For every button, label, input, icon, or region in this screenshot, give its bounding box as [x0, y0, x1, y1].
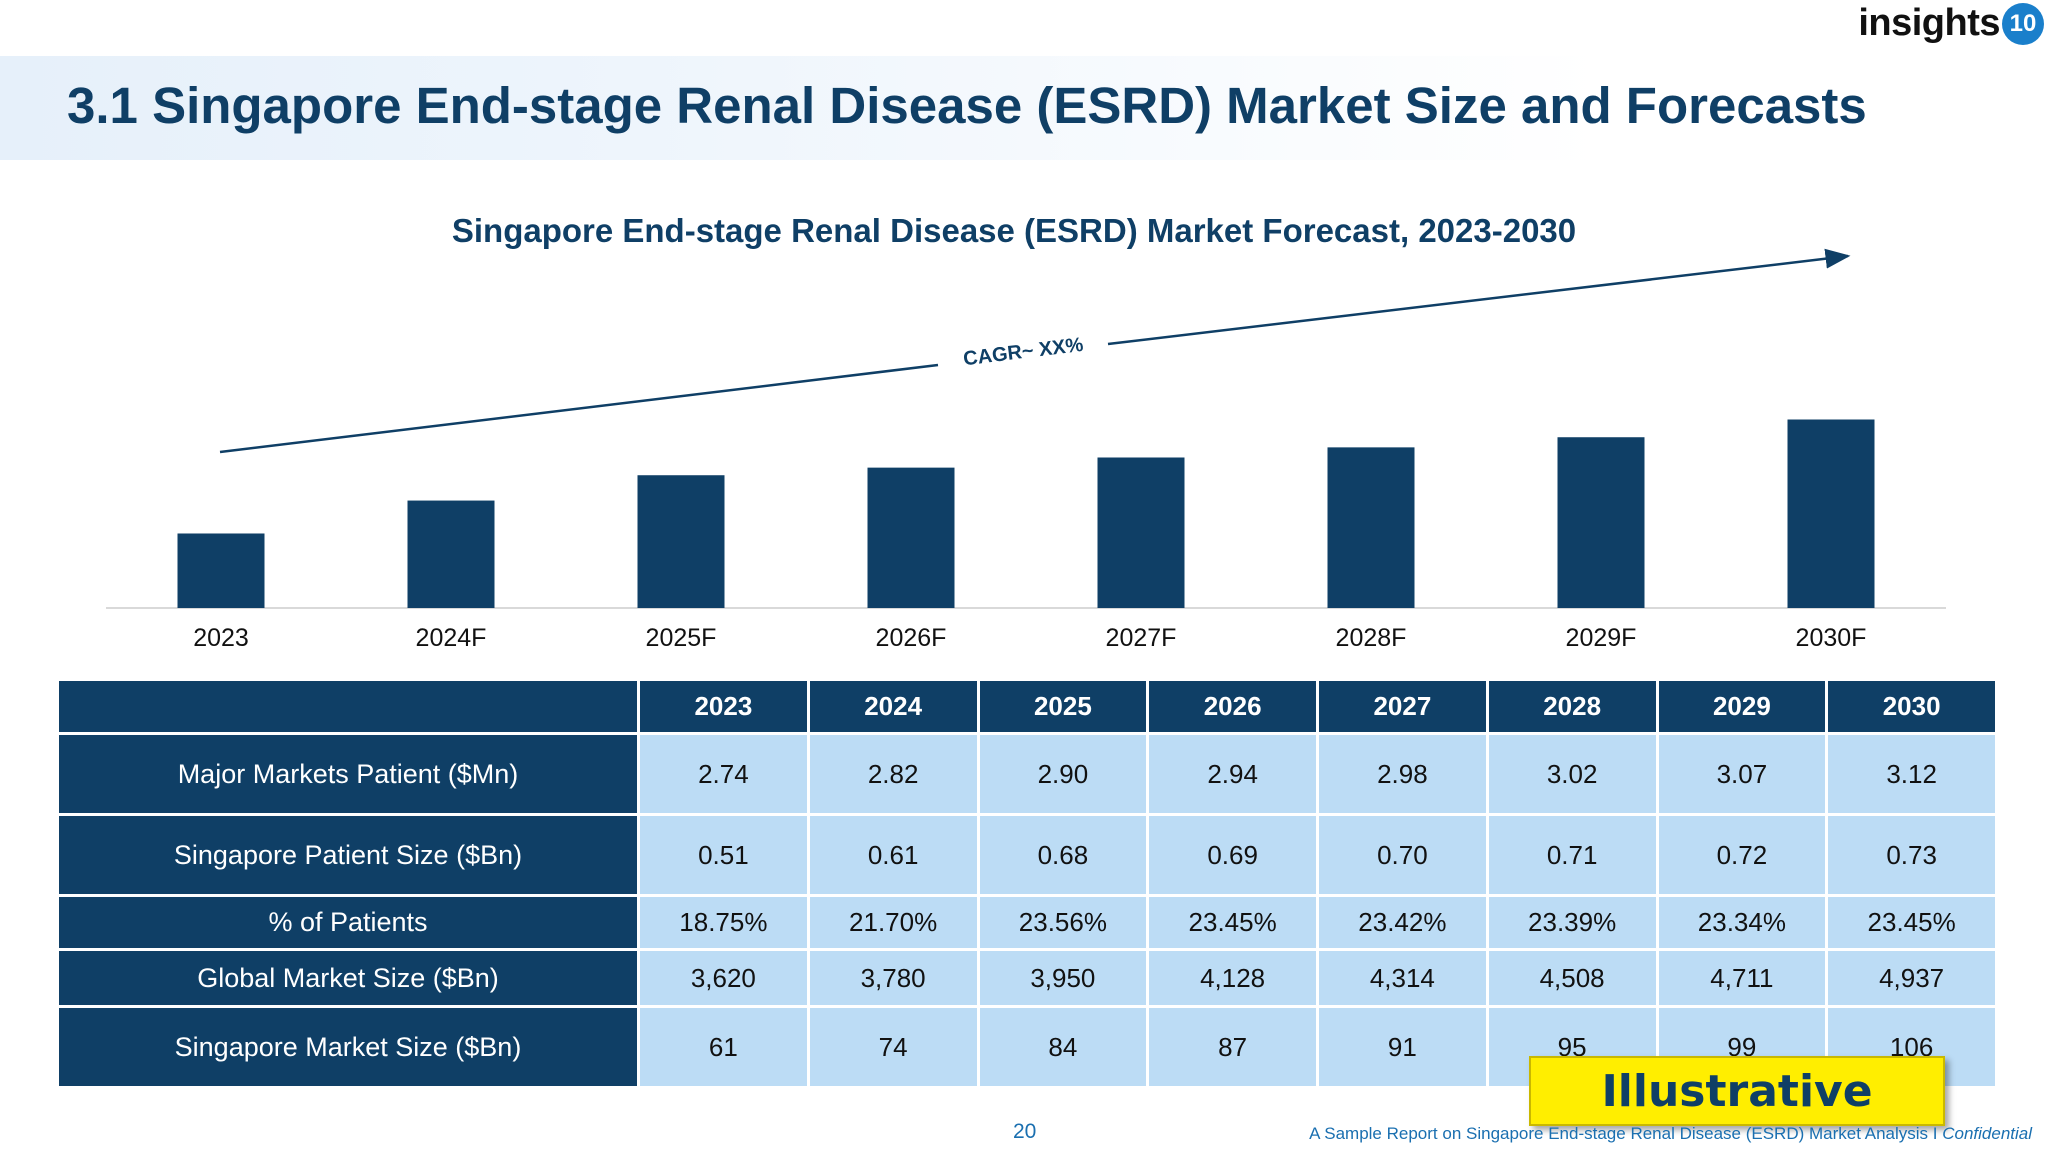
table-row-label: Singapore Patient Size ($Bn)	[59, 816, 637, 894]
table-cell: 21.70%	[809, 897, 977, 948]
table-cell: 23.39%	[1488, 897, 1656, 948]
market-data-table: 2023 2024 2025 2026 2027 2028 2029 2030 …	[56, 678, 1998, 1089]
table-cell: 61	[640, 1008, 807, 1086]
bar-2023	[177, 533, 265, 608]
table-cell: 87	[1149, 1008, 1316, 1086]
cagr-trend-arrow	[1107, 248, 1851, 346]
table-row-label: % of Patients	[59, 897, 637, 948]
table-cell: 84	[979, 1008, 1147, 1086]
table-cell: 3,780	[809, 951, 977, 1005]
table-column-header: 2023	[640, 681, 807, 732]
table-cell: 23.45%	[1828, 897, 1995, 948]
table-row: % of Patients 18.75% 21.70% 23.56% 23.45% 23.…	[59, 897, 1995, 948]
table-column-header: 2027	[1319, 681, 1486, 732]
table-cell: 4,314	[1319, 951, 1486, 1005]
page-title: 3.1 Singapore End-stage Renal Disease (E…	[67, 77, 1867, 134]
table-cell: 0.71	[1488, 816, 1656, 894]
table-cell: 2.94	[1149, 735, 1316, 813]
table-cell: 0.69	[1149, 816, 1316, 894]
table-cell: 23.42%	[1319, 897, 1486, 948]
table-cell: 0.72	[1658, 816, 1826, 894]
table-row: Global Market Size ($Bn) 3,620 3,780 3,950 4…	[59, 951, 1995, 1005]
table-row: Singapore Patient Size ($Bn) 0.51 0.61 0.68…	[59, 816, 1995, 894]
page-number: 20	[1013, 1120, 1037, 1143]
x-tick-label: 2030F	[1796, 624, 1867, 652]
table-cell: 3,950	[979, 951, 1147, 1005]
x-tick-label: 2028F	[1336, 624, 1407, 652]
x-tick-label: 2024F	[416, 624, 487, 652]
cagr-annotation: CAGR~ XX%	[962, 334, 1085, 371]
bar-2028f	[1327, 447, 1415, 608]
table-cell: 3.12	[1828, 735, 1995, 813]
table-cell: 23.45%	[1149, 897, 1316, 948]
table-cell: 4,711	[1658, 951, 1826, 1005]
table-row-label: Global Market Size ($Bn)	[59, 951, 637, 1005]
table-cell: 74	[809, 1008, 977, 1086]
table-cell: 3.07	[1658, 735, 1826, 813]
title-band	[0, 56, 1600, 160]
bar-2030f	[1787, 419, 1875, 608]
bar-chart: 2023 2024F 2025F 2026F 2027F 2028F 2029F 2030F …	[106, 248, 1946, 652]
table-row-label: Singapore Market Size ($Bn)	[59, 1008, 637, 1086]
table-cell: 2.90	[979, 735, 1147, 813]
table-column-header: 2030	[1828, 681, 1995, 732]
table-cell: 3,620	[640, 951, 807, 1005]
table-corner-cell	[59, 681, 637, 732]
insights10-logo: insights 10	[1858, 2, 2044, 45]
table-cell: 23.34%	[1658, 897, 1826, 948]
table-cell: 2.98	[1319, 735, 1486, 813]
table-column-header: 2026	[1149, 681, 1316, 732]
bar-2024f	[407, 500, 495, 608]
table-cell: 18.75%	[640, 897, 807, 948]
table-cell: 0.70	[1319, 816, 1486, 894]
bar-2029f	[1557, 437, 1645, 608]
illustrative-stamp: Illustrative	[1529, 1056, 1945, 1126]
logo-text: insights	[1858, 2, 2000, 44]
footer-confidential: Confidential	[1942, 1124, 2032, 1143]
table-cell: 2.82	[809, 735, 977, 813]
bar-2026f	[867, 467, 955, 608]
table-cell: 0.68	[979, 816, 1147, 894]
table-cell: 0.51	[640, 816, 807, 894]
table-cell: 2.74	[640, 735, 807, 813]
footer-note: A Sample Report on Singapore End-stage R…	[1309, 1124, 2032, 1144]
table-cell: 0.73	[1828, 816, 1995, 894]
table-row: Major Markets Patient ($Mn) 2.74 2.82 2.90 2…	[59, 735, 1995, 813]
bar-2027f	[1097, 457, 1185, 608]
x-tick-label: 2029F	[1566, 624, 1637, 652]
x-tick-label: 2027F	[1106, 624, 1177, 652]
cagr-trend-line	[219, 363, 939, 454]
table-header-row: 2023 2024 2025 2026 2027 2028 2029 2030	[59, 681, 1995, 732]
chart-title: Singapore End-stage Renal Disease (ESRD)…	[451, 212, 1577, 249]
table-column-header: 2025	[979, 681, 1147, 732]
footer-text: A Sample Report on Singapore End-stage R…	[1309, 1124, 1943, 1143]
logo-badge: 10	[2002, 2, 2044, 45]
table-column-header: 2028	[1488, 681, 1656, 732]
table-cell: 4,508	[1488, 951, 1656, 1005]
table-column-header: 2024	[809, 681, 977, 732]
table-row-label: Major Markets Patient ($Mn)	[59, 735, 637, 813]
table-column-header: 2029	[1658, 681, 1826, 732]
bar-2025f	[637, 475, 725, 608]
x-tick-label: 2023	[193, 624, 249, 652]
table-cell: 3.02	[1488, 735, 1656, 813]
table-cell: 4,128	[1149, 951, 1316, 1005]
x-tick-label: 2026F	[876, 624, 947, 652]
x-tick-label: 2025F	[646, 624, 717, 652]
table-cell: 4,937	[1828, 951, 1995, 1005]
table-cell: 0.61	[809, 816, 977, 894]
table-cell: 23.56%	[979, 897, 1147, 948]
table-cell: 91	[1319, 1008, 1486, 1086]
